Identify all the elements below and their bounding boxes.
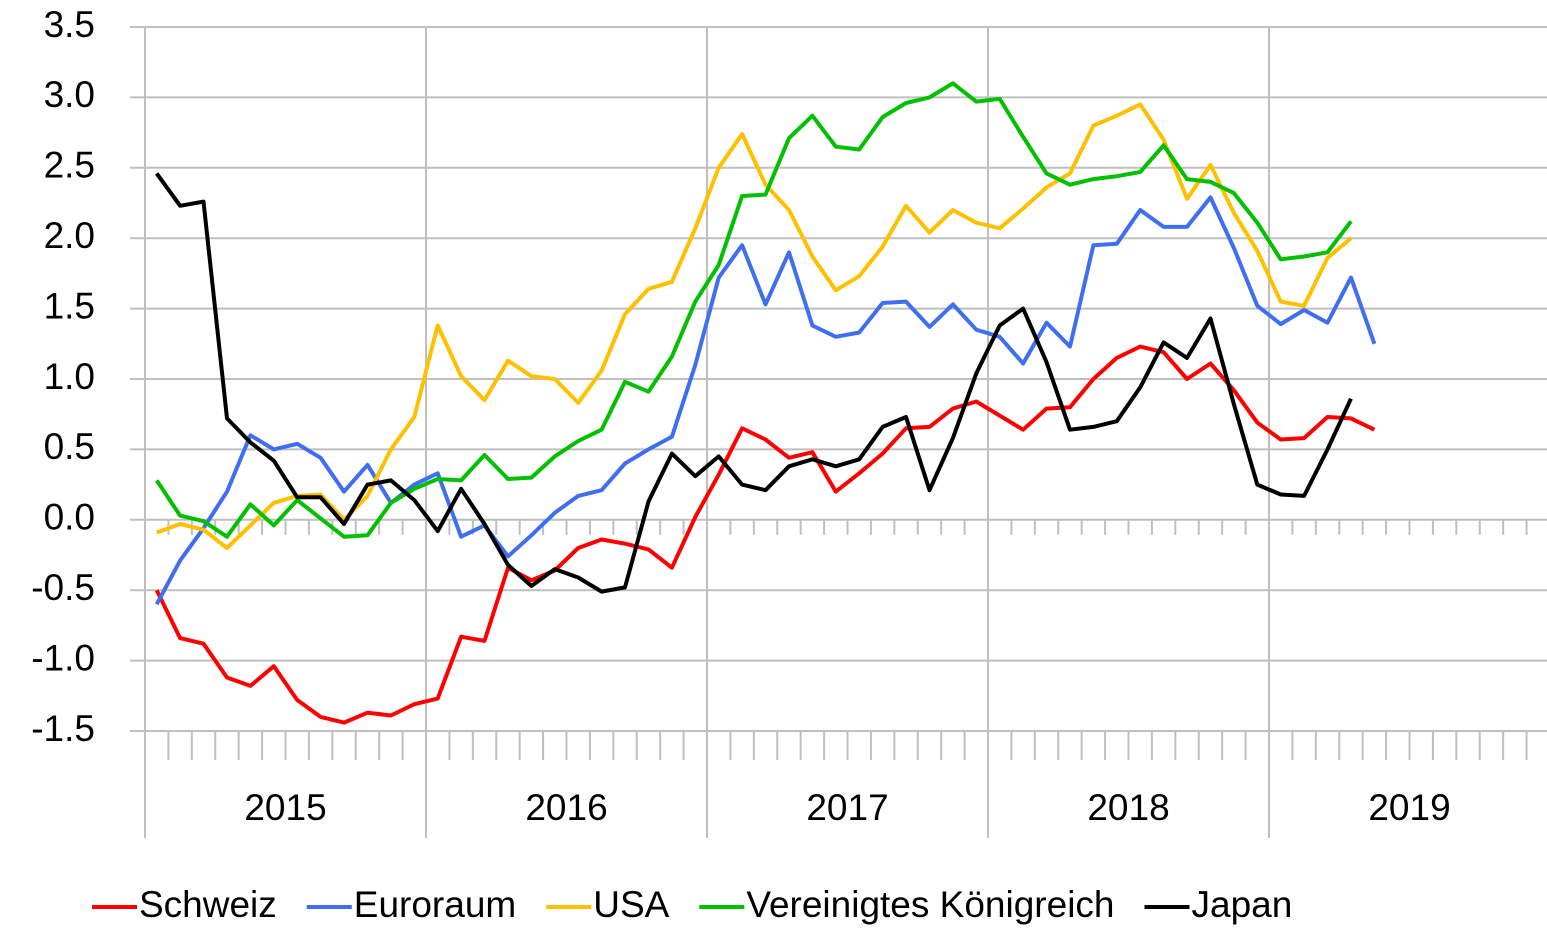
series-line xyxy=(154,344,1376,725)
y-tick-label: 0.0 xyxy=(44,497,95,538)
x-tick-label: 2016 xyxy=(525,787,607,828)
y-tick-label: 2.5 xyxy=(44,145,95,186)
series-line xyxy=(155,81,1353,539)
y-tick-label: -1.5 xyxy=(31,708,95,749)
y-tick-label: 1.5 xyxy=(44,285,95,326)
y-tick-label: 2.0 xyxy=(44,215,95,256)
x-tick-label: 2019 xyxy=(1368,787,1450,828)
legend-label: Vereinigtes Königreich xyxy=(746,884,1114,925)
x-tick-label: 2017 xyxy=(806,787,888,828)
y-tick-label: 1.0 xyxy=(44,356,95,397)
x-tick-label: 2015 xyxy=(244,787,326,828)
y-tick-label: 0.5 xyxy=(44,426,95,467)
legend-label: Japan xyxy=(1192,884,1293,925)
y-tick-label: -1.0 xyxy=(31,637,95,678)
legend-label: USA xyxy=(593,884,669,925)
series-line xyxy=(155,172,1353,594)
y-tick-label: -0.5 xyxy=(31,567,95,608)
legend-label: Schweiz xyxy=(139,884,277,925)
y-tick-label: 3.0 xyxy=(44,74,95,115)
series-line xyxy=(154,195,1377,606)
legend-label: Euroraum xyxy=(354,884,516,925)
x-tick-label: 2018 xyxy=(1087,787,1169,828)
y-tick-label: 3.5 xyxy=(44,4,95,45)
